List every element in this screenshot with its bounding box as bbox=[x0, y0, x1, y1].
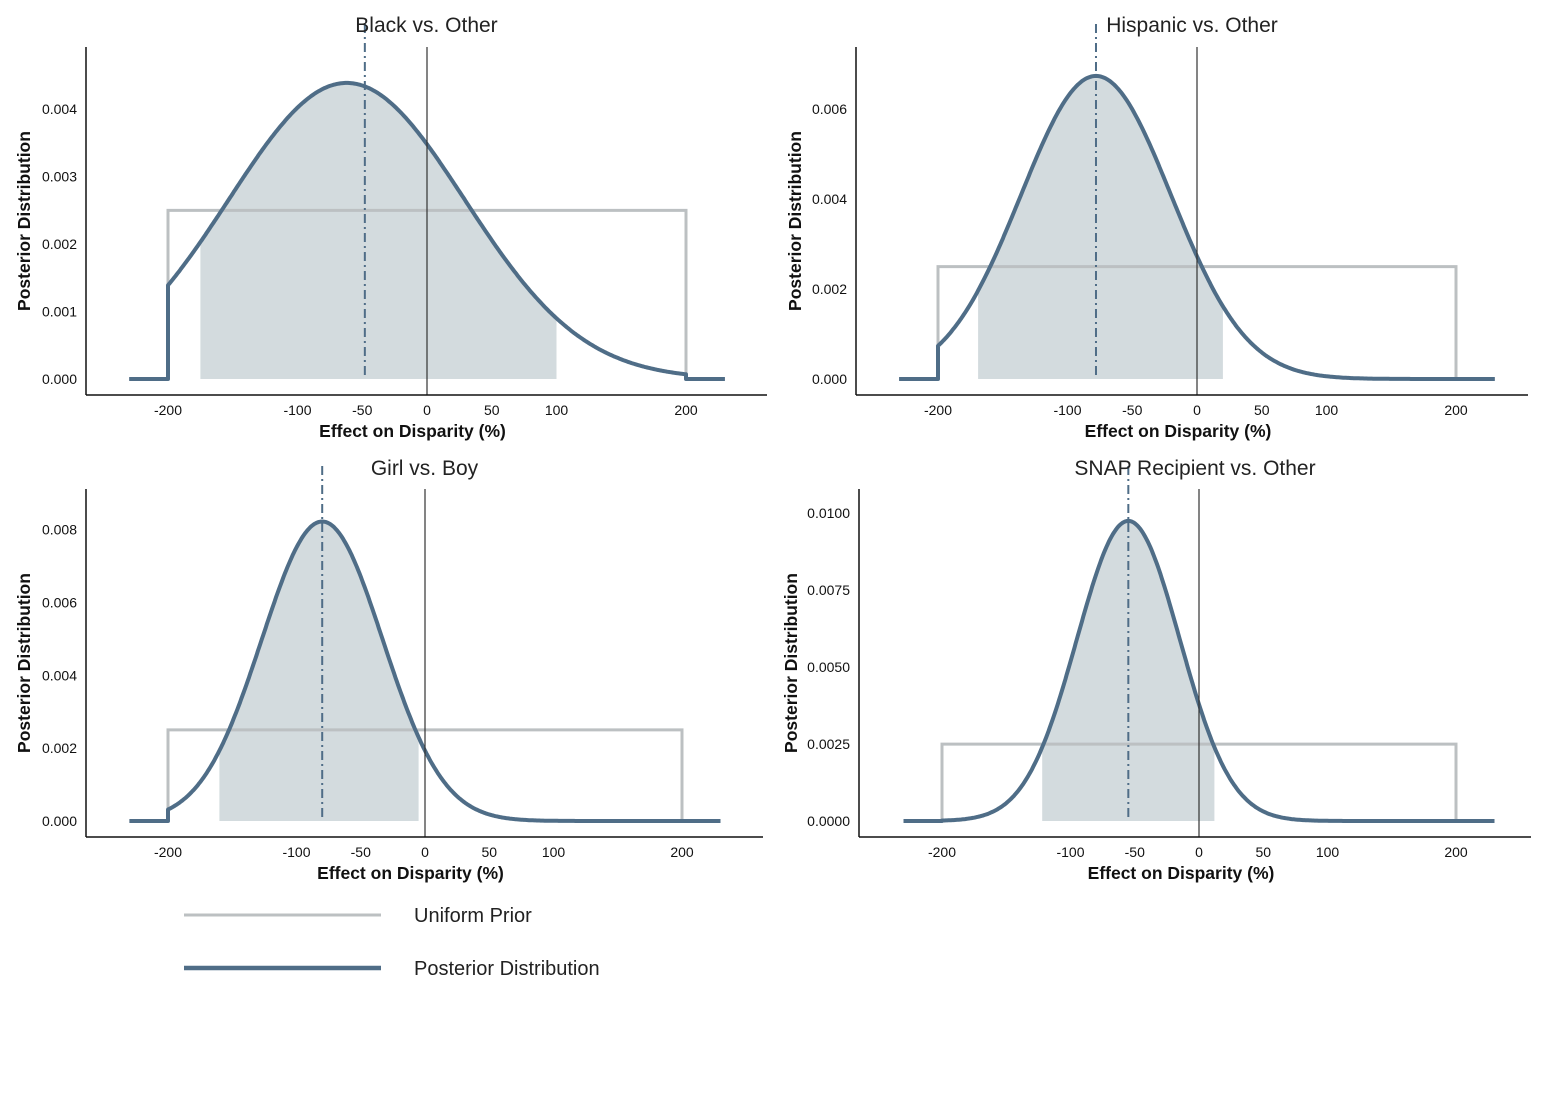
x-tick-label: 0 bbox=[423, 402, 431, 418]
y-tick-label: 0.0050 bbox=[807, 659, 850, 675]
x-tick-label: 50 bbox=[1255, 844, 1271, 860]
posterior-curve bbox=[129, 519, 721, 823]
y-tick-label: 0.003 bbox=[42, 169, 77, 185]
y-axis-label: Posterior Distribution bbox=[14, 131, 34, 311]
chart-title: SNAP Recipient vs. Other bbox=[1074, 457, 1315, 480]
legend-label: Uniform Prior bbox=[414, 905, 532, 927]
y-tick-label: 0.002 bbox=[42, 236, 77, 252]
x-tick-label: 100 bbox=[542, 844, 566, 860]
x-tick-label: 200 bbox=[1444, 402, 1468, 418]
y-tick-label: 0.0000 bbox=[807, 813, 850, 829]
x-tick-label: -200 bbox=[154, 402, 182, 418]
x-tick-label: -50 bbox=[351, 844, 371, 860]
y-tick-label: 0.004 bbox=[42, 667, 77, 683]
y-tick-label: 0.000 bbox=[42, 813, 77, 829]
x-tick-label: 200 bbox=[670, 844, 694, 860]
y-tick-label: 0.004 bbox=[812, 191, 847, 207]
credible-interval-area bbox=[219, 521, 419, 821]
chart-panels: -200 -100 -50 0 50 100 200 0.000 0.001 0.002 0.003… bbox=[14, 14, 1531, 883]
x-tick-label: 50 bbox=[1254, 402, 1270, 418]
x-tick-label: -50 bbox=[1125, 844, 1145, 860]
legend: Uniform Prior Posterior Distribution bbox=[184, 905, 600, 980]
posterior-curve bbox=[903, 518, 1495, 823]
chart-panel: -200 -100 -50 0 50 100 200 0.000 0.002 0.004 0.006… bbox=[14, 457, 763, 883]
chart-title: Black vs. Other bbox=[355, 14, 497, 37]
x-tick-label: -100 bbox=[283, 402, 311, 418]
chart-title: Girl vs. Boy bbox=[371, 457, 479, 480]
y-axis-label: Posterior Distribution bbox=[14, 573, 34, 753]
y-tick-label: 0.000 bbox=[812, 371, 847, 387]
y-axis-label: Posterior Distribution bbox=[785, 131, 805, 311]
y-tick-label: 0.000 bbox=[42, 371, 77, 387]
y-tick-label: 0.002 bbox=[812, 281, 847, 297]
x-tick-label: 100 bbox=[1315, 402, 1339, 418]
x-tick-label: 100 bbox=[1316, 844, 1340, 860]
x-axis-label: Effect on Disparity (%) bbox=[319, 421, 506, 441]
x-tick-label: 200 bbox=[674, 402, 698, 418]
x-tick-label: 0 bbox=[1195, 844, 1203, 860]
y-tick-label: 0.0025 bbox=[807, 736, 850, 752]
credible-interval-area bbox=[200, 82, 557, 380]
x-tick-label: -100 bbox=[1053, 402, 1081, 418]
y-axis-label: Posterior Distribution bbox=[781, 573, 801, 753]
x-axis-label: Effect on Disparity (%) bbox=[317, 863, 504, 883]
chart-panel: -200 -100 -50 0 50 100 200 0.000 0.002 0.004 0.006… bbox=[785, 14, 1528, 441]
y-tick-label: 0.004 bbox=[42, 101, 77, 117]
chart-title: Hispanic vs. Other bbox=[1106, 14, 1278, 37]
x-tick-label: -100 bbox=[1056, 844, 1084, 860]
x-tick-label: -200 bbox=[928, 844, 956, 860]
x-axis-label: Effect on Disparity (%) bbox=[1088, 863, 1275, 883]
x-tick-label: 0 bbox=[1193, 402, 1201, 418]
y-tick-label: 0.008 bbox=[42, 522, 77, 538]
y-tick-label: 0.0100 bbox=[807, 505, 850, 521]
y-tick-label: 0.006 bbox=[42, 594, 77, 610]
y-tick-label: 0.002 bbox=[42, 740, 77, 756]
x-tick-label: 0 bbox=[421, 844, 429, 860]
posterior-curve bbox=[899, 73, 1495, 381]
x-tick-label: -200 bbox=[154, 844, 182, 860]
x-tick-label: 100 bbox=[545, 402, 569, 418]
x-axis-label: Effect on Disparity (%) bbox=[1085, 421, 1272, 441]
chart-panel: -200 -100 -50 0 50 100 200 0.000 0.001 0.002 0.003… bbox=[14, 14, 767, 441]
x-tick-label: -200 bbox=[924, 402, 952, 418]
y-tick-label: 0.001 bbox=[42, 304, 77, 320]
y-tick-label: 0.006 bbox=[812, 101, 847, 117]
x-tick-label: 50 bbox=[484, 402, 500, 418]
chart-panel: -200 -100 -50 0 50 100 200 0.0000 0.0025 0.0050 0.… bbox=[781, 457, 1531, 883]
x-tick-label: -100 bbox=[282, 844, 310, 860]
x-tick-label: 50 bbox=[481, 844, 497, 860]
legend-label: Posterior Distribution bbox=[414, 958, 600, 980]
y-tick-label: 0.0075 bbox=[807, 582, 850, 598]
x-tick-label: 200 bbox=[1444, 844, 1468, 860]
x-tick-label: -50 bbox=[1122, 402, 1142, 418]
x-tick-label: -50 bbox=[352, 402, 372, 418]
